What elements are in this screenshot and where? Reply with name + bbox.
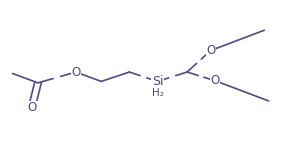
Text: O: O <box>206 44 216 57</box>
Text: Si: Si <box>152 75 163 88</box>
Text: H₂: H₂ <box>152 88 163 98</box>
Text: O: O <box>210 75 220 87</box>
Text: O: O <box>28 101 37 114</box>
Text: O: O <box>71 66 81 78</box>
